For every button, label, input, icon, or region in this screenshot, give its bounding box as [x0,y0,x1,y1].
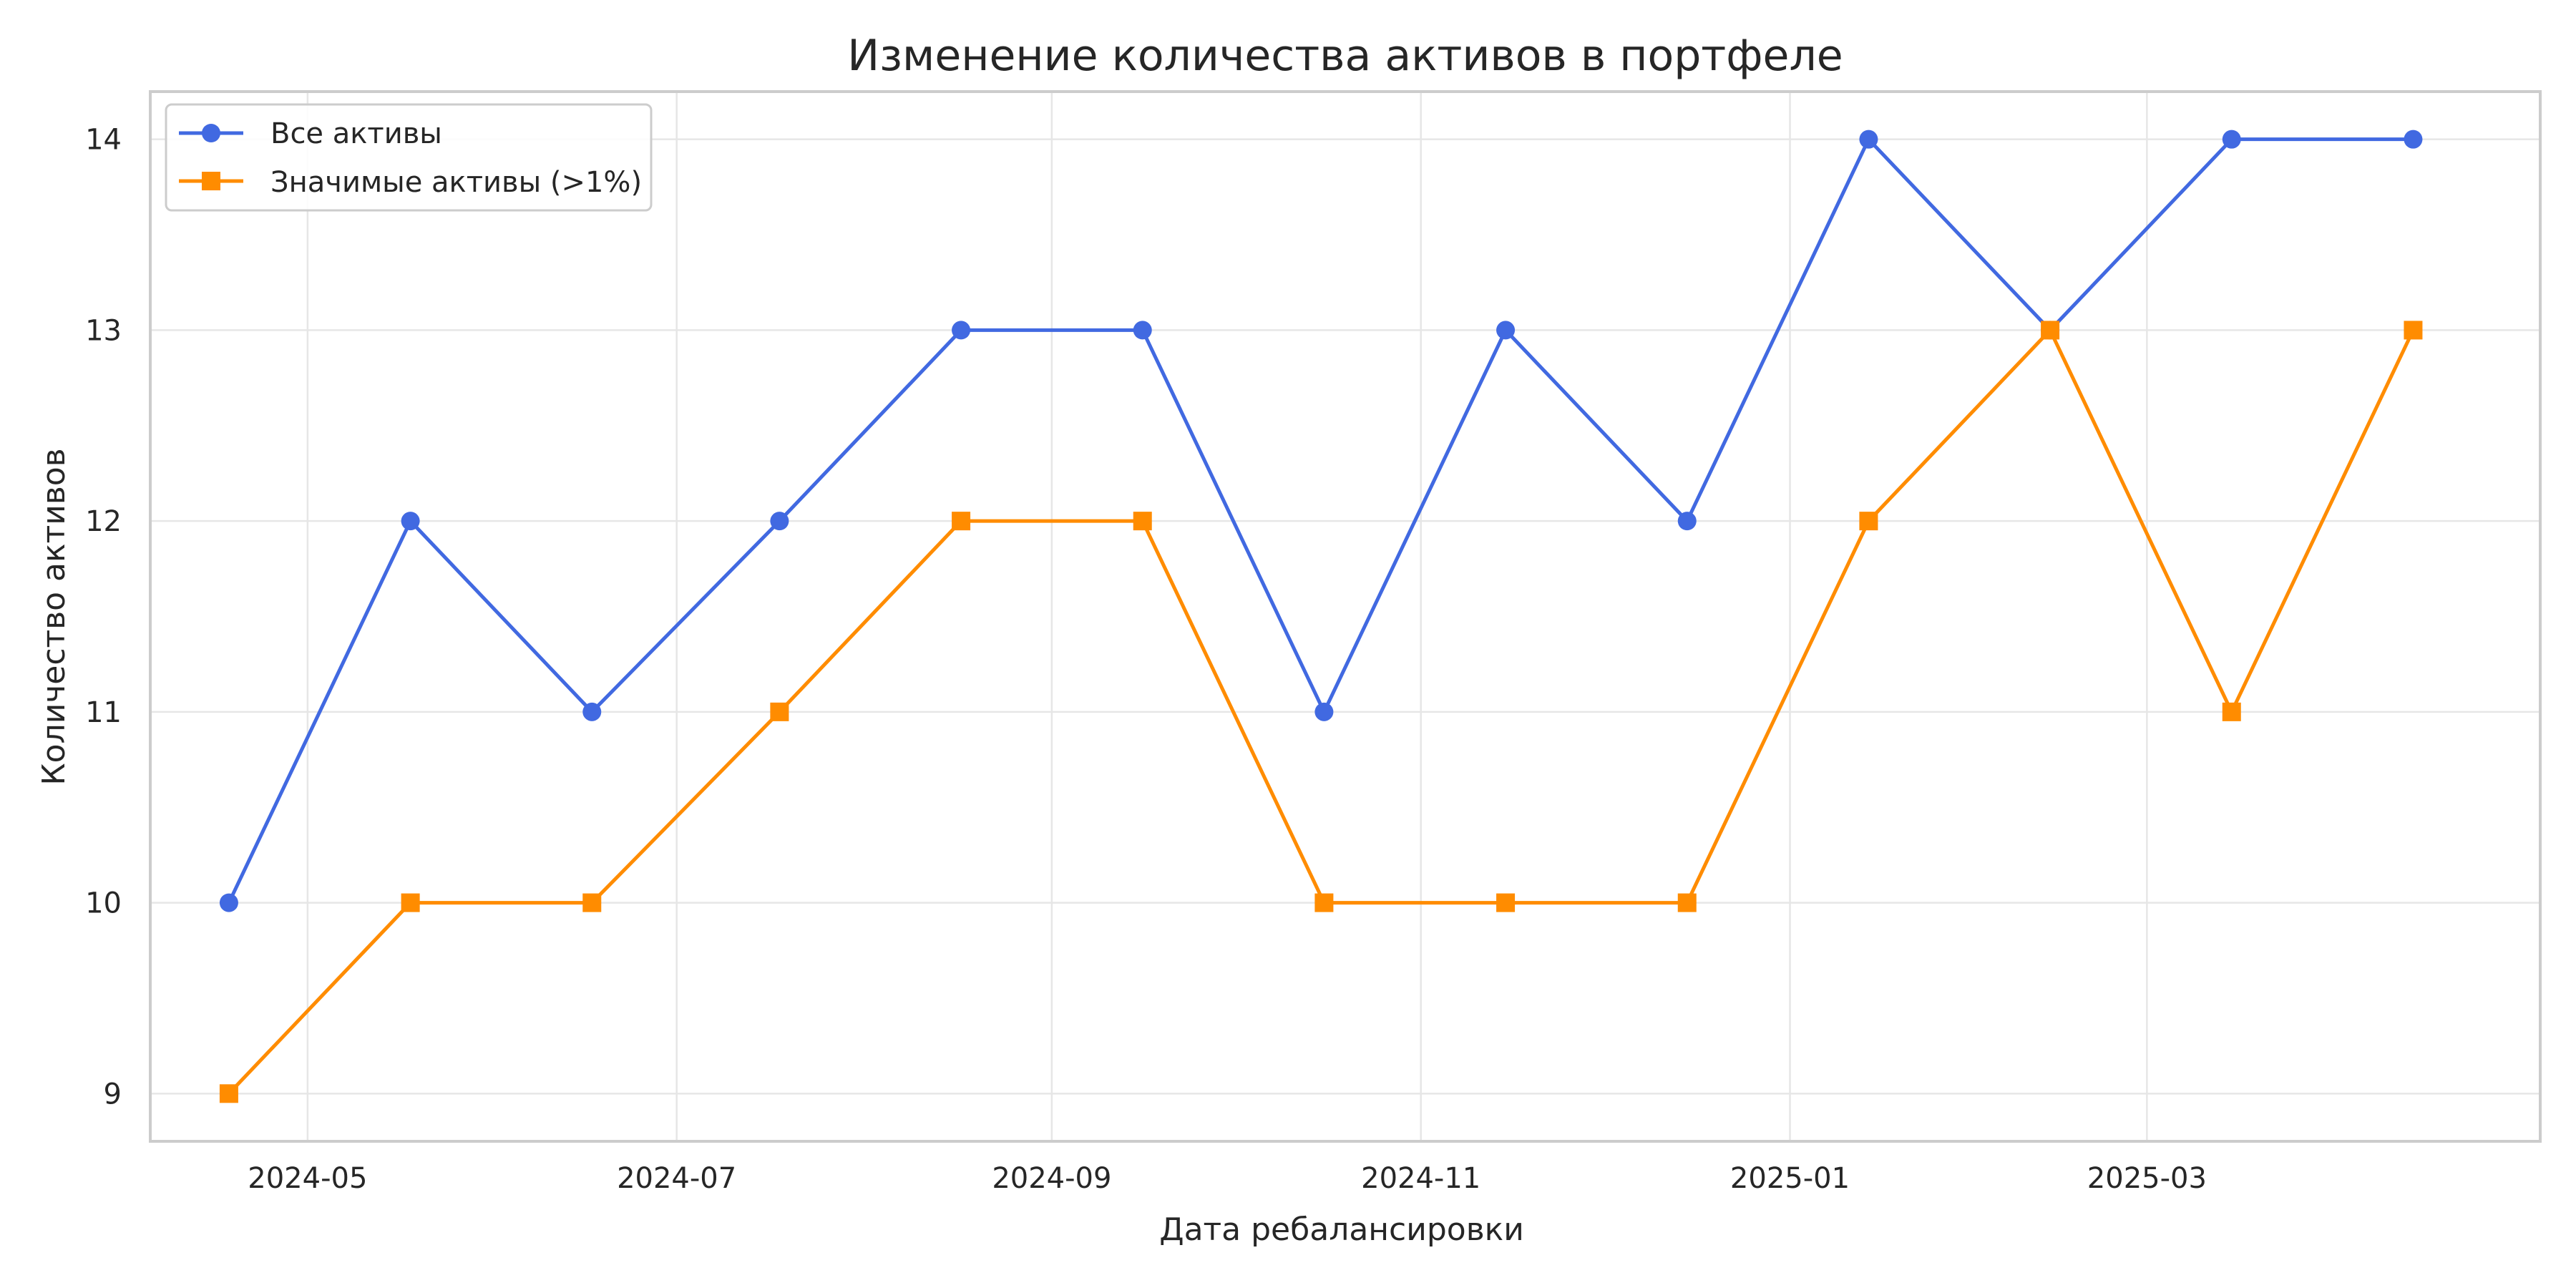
y-tick-label: 13 [85,314,122,347]
data-point-circle [582,702,602,721]
data-point-square [582,893,602,912]
legend-entry-all: Все активы [179,117,442,150]
chart-title: Изменение количества активов в портфеле [847,31,1843,81]
data-point-circle [1314,702,1334,721]
data-point-circle [2404,130,2423,149]
legend-marker-all [202,124,220,142]
data-point-square [1133,512,1152,531]
data-point-square [1496,893,1516,912]
y-tick-label: 9 [104,1078,122,1111]
data-point-circle [952,321,971,340]
x-tick-label: 2024-09 [992,1162,1111,1195]
data-point-square [952,512,971,531]
data-point-square [2041,321,2060,340]
data-point-square [2404,321,2423,340]
y-tick-label: 12 [85,505,122,538]
y-tick-label: 14 [85,124,122,157]
data-point-circle [1133,321,1152,340]
data-point-circle [1859,130,1878,149]
data-point-square [770,702,789,721]
series-layer [219,130,2423,1103]
data-point-circle [1496,321,1516,340]
x-axis-label: Дата ребалансировки [1159,1211,1524,1248]
data-point-circle [770,512,789,531]
data-point-circle [219,893,238,912]
legend-marker-significant [202,172,220,190]
tick-labels: 2024-05 2024-07 2024-09 2024-11 2025-01 2025-… [85,124,2207,1195]
y-tick-label: 11 [85,696,122,729]
y-axis-label: Количество активов [36,448,72,785]
data-point-square [2222,702,2241,721]
data-point-square [1314,893,1334,912]
data-point-square [401,893,420,912]
x-tick-label: 2024-05 [248,1162,367,1195]
x-tick-label: 2024-07 [617,1162,736,1195]
grid-lines [150,92,2540,1141]
legend-entry-significant: Значимые активы (>1%) [179,166,642,199]
data-point-circle [1677,512,1697,531]
data-point-square [1859,512,1878,531]
legend-label-all: Все активы [270,117,442,150]
x-tick-label: 2025-01 [1730,1162,1850,1195]
legend: Все активы Значимые активы (>1%) [165,103,653,212]
plot-frame [149,90,2542,1143]
x-tick-label: 2025-03 [2087,1162,2207,1195]
y-tick-label: 10 [85,887,122,920]
data-point-circle [2222,130,2241,149]
legend-label-significant: Значимые активы (>1%) [270,166,642,199]
legend-box [165,103,653,212]
x-tick-label: 2024-11 [1361,1162,1480,1195]
data-point-circle [401,512,420,531]
data-point-square [1677,893,1697,912]
data-point-square [219,1084,238,1103]
